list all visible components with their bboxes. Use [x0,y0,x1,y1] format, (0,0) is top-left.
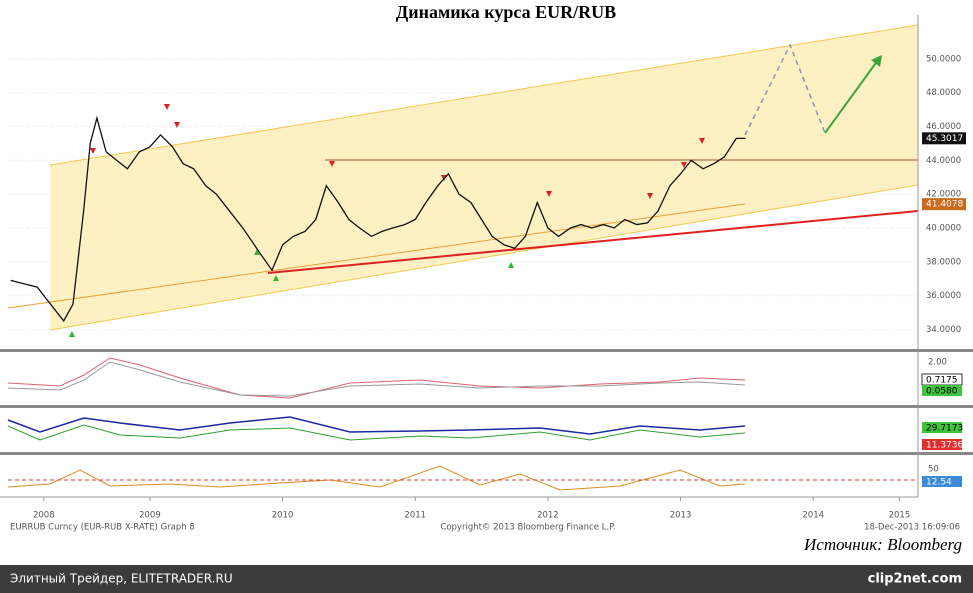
price-line [10,115,746,323]
value-tag-text: 12.54 [926,478,952,488]
y-tick-label: 44.0000 [926,156,961,166]
value-tag-text: 29.7173 [926,424,963,434]
value-tag-text: 0.7175 [926,376,958,386]
panel-axis-label: 50 [928,465,939,475]
y-tick-label: 40.0000 [926,223,961,233]
value-tag [922,476,962,487]
y-tick-label: 36.0000 [926,291,961,301]
y-tick-label: 46.0000 [926,122,961,132]
price-tag [922,132,966,145]
y-tick-label: 48.0000 [926,88,961,98]
value-tag [922,439,962,450]
timestamp-text: 18-Dec-2013 16:09:06 [864,523,960,533]
chart-title: Динамика курса EUR/RUB [396,2,616,22]
indicator-line [7,416,746,435]
value-tag [922,385,962,396]
forecast-path [744,43,826,136]
arrow-head [871,55,882,67]
price-tag [922,198,966,211]
site-text: Элитный Трейдер, ELITETRADER.RU [10,572,233,586]
indicator-line [7,465,746,491]
x-tick-label: 2014 [802,511,824,521]
copyright-text: Copyright© 2013 Bloomberg Finance L.P. [440,523,615,533]
panel-separator [0,452,973,455]
price-tag-text: 45.3017 [926,134,963,144]
indicator-line [7,424,746,441]
brand-text[interactable]: clip2net.com [868,572,962,587]
y-tick-label: 34.0000 [926,325,961,335]
channel-lower [49,184,919,331]
signal-markers [69,104,705,337]
x-tick-label: 2008 [33,511,55,521]
value-tag [922,422,962,433]
y-tick-label: 42.0000 [926,190,961,200]
x-tick-label: 2009 [139,511,161,521]
channel-upper [49,24,919,166]
x-tick-label: 2011 [404,511,426,521]
y-tick-label: 38.0000 [926,257,961,267]
y-tick-label: 50.0000 [926,54,961,64]
trend-line [267,210,919,274]
forecast-arrow [824,59,879,134]
bottom-bar [0,565,973,593]
indicator-line [7,361,746,397]
x-tick-label: 2013 [670,511,692,521]
source-text: Источник: Bloomberg [803,535,962,554]
x-tick-label: 2015 [889,511,911,521]
price-tag-text: 41.4078 [926,200,963,210]
channel-fill [50,25,918,330]
x-tick-label: 2010 [272,511,294,521]
panel-separator [0,405,973,408]
panel-separator [0,349,973,352]
value-tag-text: 0.0580 [926,387,958,397]
panel-axis-label: 2.00 [928,358,947,368]
value-tag-text: 11.3736 [926,441,963,451]
ticker-text: EURRUB Curncy (EUR-RUB X-RATE) Graph 8 [10,523,195,533]
x-tick-label: 2012 [537,511,559,521]
